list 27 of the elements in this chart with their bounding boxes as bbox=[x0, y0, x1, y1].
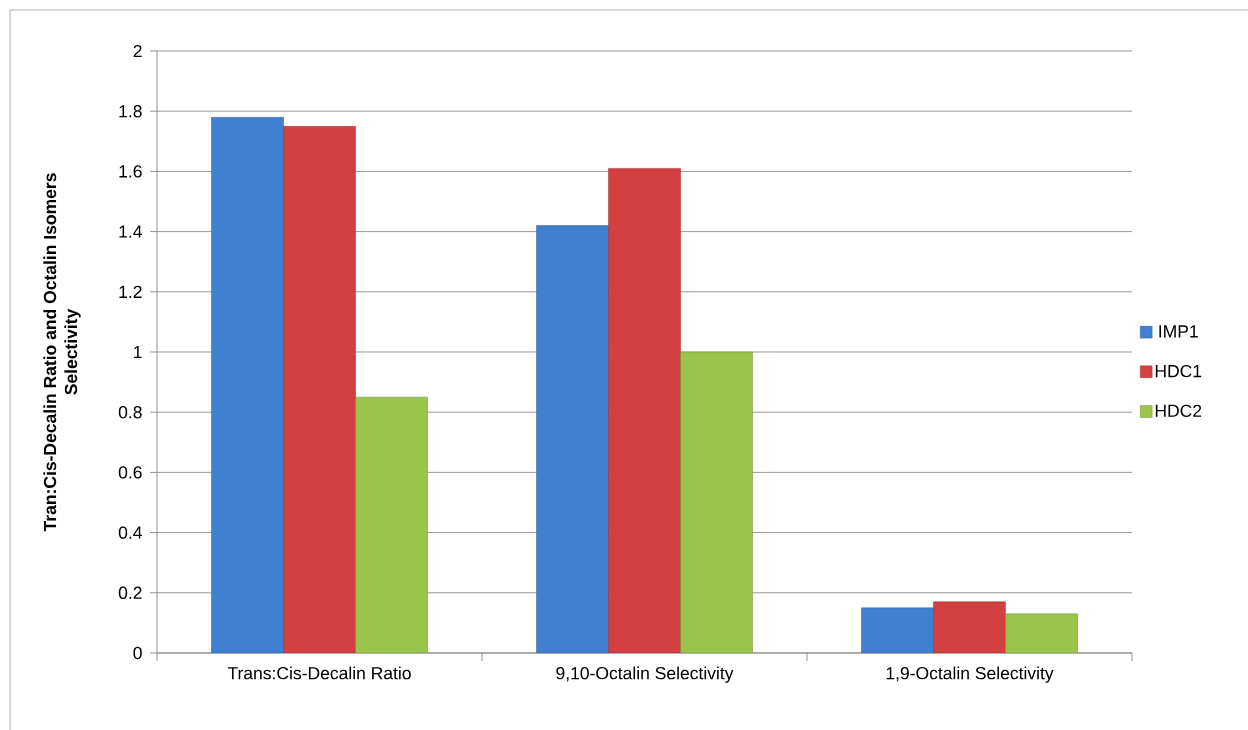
x-tick-label: Trans:Cis-Decalin Ratio bbox=[227, 666, 411, 680]
y-axis-title: Tran:Cis-Decalin Ratio and Octalin Isomers Selectivity bbox=[43, 173, 81, 532]
y-tick-label: 1.4 bbox=[119, 225, 142, 238]
bar bbox=[536, 225, 609, 653]
y-tick-label: 0.8 bbox=[118, 405, 142, 419]
y-tick-label: 2 bbox=[133, 44, 142, 58]
bar bbox=[680, 351, 753, 653]
bar bbox=[211, 116, 284, 653]
bar bbox=[861, 607, 934, 653]
bar bbox=[933, 601, 1006, 653]
legend-label: HDC2 bbox=[1155, 404, 1202, 418]
bar bbox=[1005, 613, 1078, 653]
bar bbox=[608, 168, 681, 653]
y-tick-label: 0.4 bbox=[118, 526, 142, 539]
legend-label: HDC1 bbox=[1155, 364, 1202, 378]
y-tick-label: 1.6 bbox=[119, 165, 142, 178]
x-tick-label: 9,10-Octalin Selectivity bbox=[556, 666, 734, 683]
y-tick-label: 0 bbox=[133, 646, 142, 660]
y-tick-label: 1.8 bbox=[119, 104, 142, 118]
y-tick-label: 0.6 bbox=[118, 466, 142, 479]
bar bbox=[283, 125, 356, 653]
y-tick-label: 1 bbox=[134, 345, 142, 359]
y-tick-label: 1.2 bbox=[119, 285, 142, 298]
bar bbox=[355, 396, 428, 653]
x-tick-label: 1,9-Octalin Selectivity bbox=[886, 666, 1054, 683]
legend-label: IMP1 bbox=[1159, 325, 1198, 338]
y-tick-label: 0.2 bbox=[118, 586, 142, 599]
